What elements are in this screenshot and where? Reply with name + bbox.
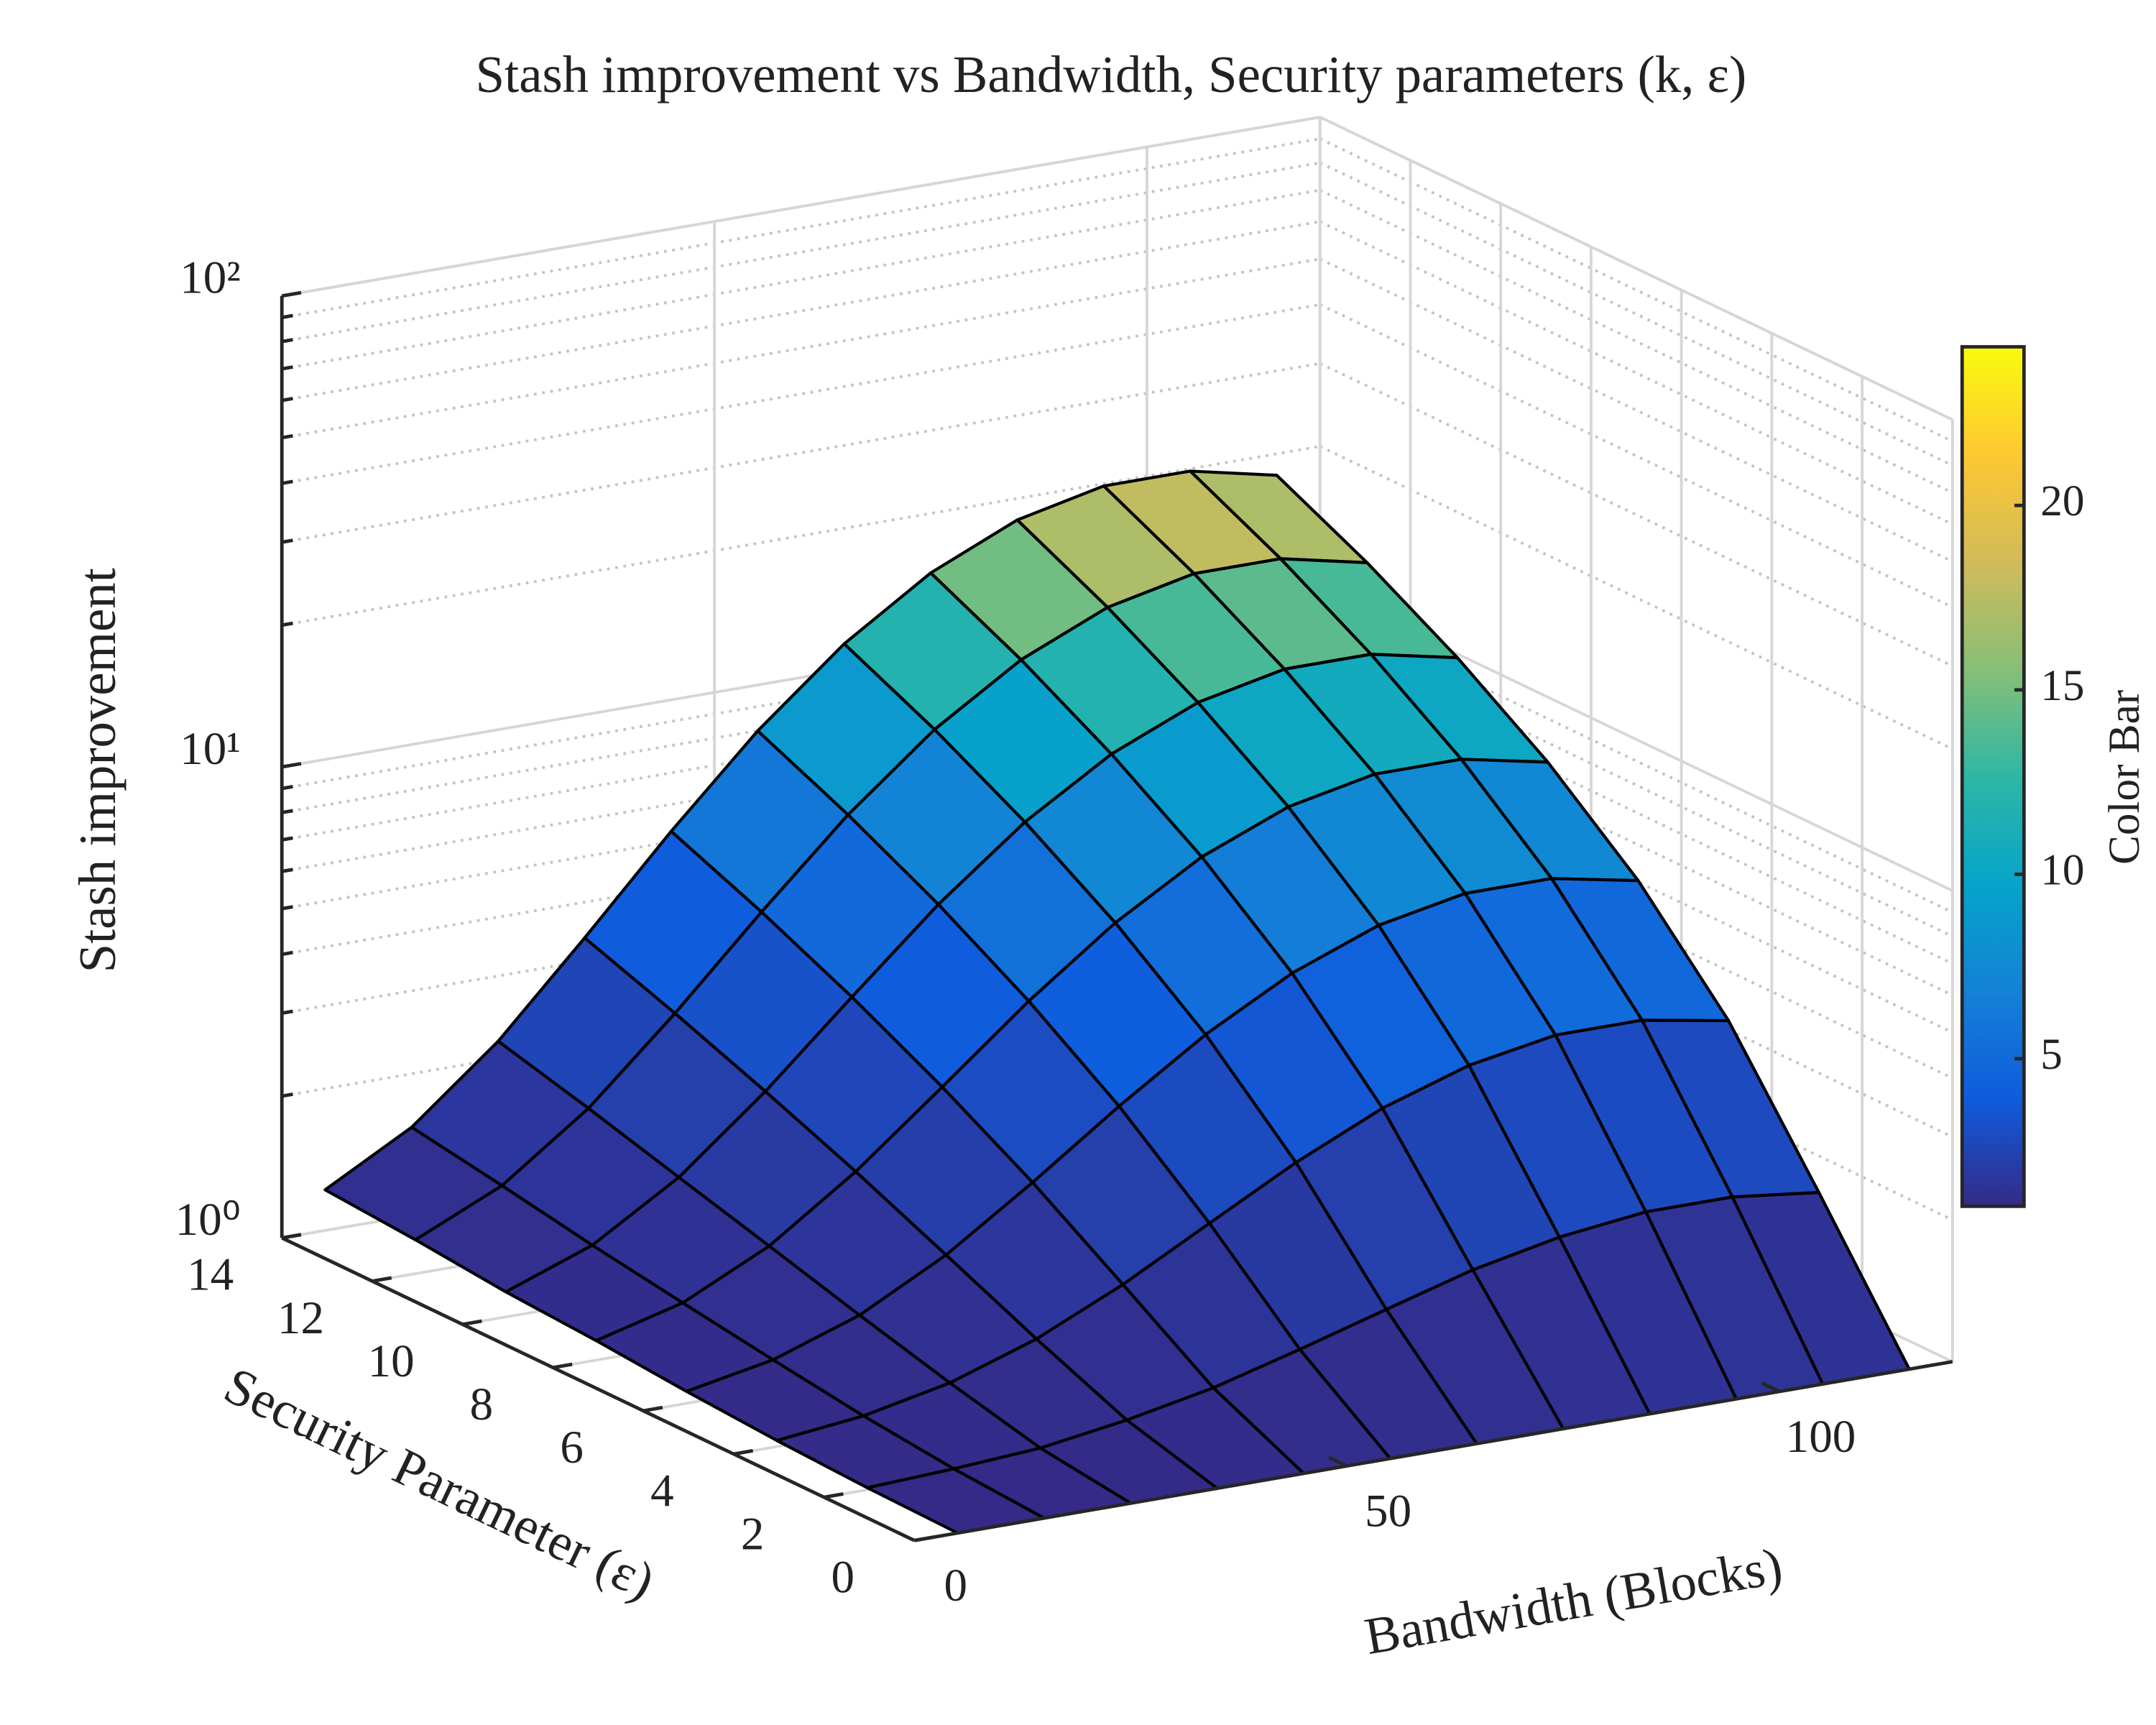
minor-grid-line xyxy=(281,303,1321,485)
minor-grid-line xyxy=(1319,445,1953,750)
z-tick xyxy=(281,762,302,769)
x-axis-line xyxy=(913,1360,1953,1542)
minor-grid-line xyxy=(281,916,1321,1098)
minor-grid-line xyxy=(281,161,1321,344)
z-minor-tick xyxy=(281,1009,293,1016)
minor-grid-line xyxy=(281,632,1321,814)
y-tick xyxy=(553,1362,573,1370)
z-minor-tick xyxy=(281,784,293,791)
colorbar xyxy=(1960,345,2026,1208)
y-tick-label: 0 xyxy=(831,1552,855,1604)
minor-grid-line xyxy=(281,445,1321,627)
minor-grid-line xyxy=(281,220,1321,402)
minor-grid-line xyxy=(281,728,1321,911)
z-minor-tick xyxy=(281,365,293,371)
z-minor-tick xyxy=(281,836,293,842)
minor-grid-line xyxy=(281,608,1321,790)
z-tick-label: 10¹ xyxy=(180,723,241,775)
z-minor-tick xyxy=(281,950,293,957)
y-axis-line xyxy=(281,1236,916,1542)
z-minor-tick xyxy=(281,479,293,485)
z-minor-tick xyxy=(281,621,293,627)
colorbar-tick-label: 5 xyxy=(2040,1030,2063,1079)
minor-grid-line xyxy=(281,659,1321,842)
minor-grid-line xyxy=(1319,220,1953,526)
z-minor-tick xyxy=(281,433,293,440)
colorbar-tick-label: 20 xyxy=(2040,477,2084,525)
minor-grid-line xyxy=(281,774,1321,956)
minor-grid-line xyxy=(1319,303,1953,609)
y-tick xyxy=(281,1233,302,1240)
z-minor-tick xyxy=(281,538,293,544)
minor-grid-line xyxy=(1319,161,1953,467)
z-minor-tick xyxy=(281,397,293,402)
y-tick-label: 8 xyxy=(470,1379,494,1430)
x-tick-label: 50 xyxy=(1365,1485,1411,1537)
y-tick-label: 2 xyxy=(741,1508,765,1560)
y-tick-label: 14 xyxy=(187,1249,234,1301)
minor-grid-line xyxy=(1319,188,1953,494)
minor-grid-line xyxy=(1319,137,1953,443)
x-tick xyxy=(895,1530,916,1542)
y-tick-label: 10 xyxy=(368,1335,415,1387)
z-tick-label: 10⁰ xyxy=(175,1194,241,1246)
minor-grid-line xyxy=(1319,257,1953,563)
y-tick xyxy=(462,1319,482,1326)
y-tick-label: 6 xyxy=(560,1422,584,1473)
minor-grid-line xyxy=(281,362,1321,544)
y-tick xyxy=(824,1492,844,1499)
y-tick xyxy=(733,1449,754,1456)
z-minor-tick xyxy=(281,313,293,320)
chart-title: Stash improvement vs Bandwidth, Security… xyxy=(476,45,1747,104)
z-axis-label: Stash improvement xyxy=(68,568,126,972)
grid-line xyxy=(1319,116,1953,421)
minor-grid-line xyxy=(281,257,1321,439)
colorbar-tick-label: 10 xyxy=(2040,845,2084,894)
z-minor-tick xyxy=(281,809,293,814)
y-tick-label: 12 xyxy=(277,1292,324,1344)
minor-grid-line xyxy=(281,188,1321,371)
minor-grid-line xyxy=(1319,362,1953,668)
z-minor-tick xyxy=(281,868,293,873)
z-tick xyxy=(281,290,302,298)
colorbar-tick-label: 15 xyxy=(2040,661,2084,710)
y-tick-label: 4 xyxy=(650,1465,674,1517)
y-tick xyxy=(642,1405,663,1413)
y-tick xyxy=(913,1535,934,1542)
z-minor-tick xyxy=(281,905,293,911)
x-tick xyxy=(1328,1455,1348,1468)
z-minor-tick xyxy=(281,1092,293,1098)
x-tick-label: 0 xyxy=(944,1560,967,1611)
minor-grid-line xyxy=(281,137,1321,319)
z-tick-label: 10² xyxy=(180,252,241,304)
minor-grid-line xyxy=(281,691,1321,873)
minor-grid-line xyxy=(281,833,1321,1015)
x-tick xyxy=(1761,1381,1781,1394)
colorbar-label: Color Bar xyxy=(2100,690,2149,865)
x-tick-label: 100 xyxy=(1786,1411,1856,1463)
y-tick xyxy=(372,1276,392,1283)
z-minor-tick xyxy=(281,338,293,344)
